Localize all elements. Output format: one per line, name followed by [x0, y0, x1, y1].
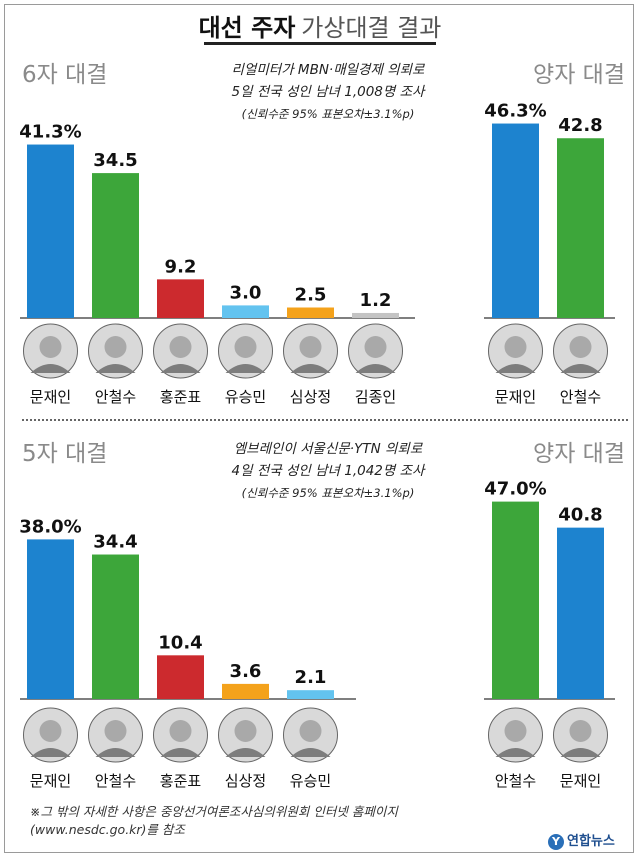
- portrait-shoulders: [290, 364, 331, 373]
- portrait-head: [104, 720, 127, 742]
- value-label: 9.2: [165, 256, 197, 277]
- portrait-head: [234, 336, 257, 358]
- chart-title: 6자 대결: [22, 62, 107, 88]
- page-title: 대선 주자 가상대결 결과: [0, 8, 640, 43]
- chart-title: 양자 대결: [533, 62, 625, 88]
- portrait-head: [569, 336, 592, 358]
- bar: [27, 539, 74, 699]
- portrait-head: [104, 336, 127, 358]
- candidate-name: 문재인: [30, 772, 71, 790]
- value-label: 46.3%: [484, 101, 546, 122]
- bar: [352, 312, 399, 318]
- bar: [92, 173, 139, 318]
- section-divider: [22, 419, 628, 421]
- candidate-name: 홍준표: [160, 772, 202, 790]
- graphic-frame: [4, 4, 634, 853]
- portrait-head: [169, 336, 192, 358]
- value-label: 47.0%: [484, 479, 546, 500]
- value-label: 2.5: [295, 285, 327, 306]
- portrait-shoulders: [560, 748, 601, 757]
- portrait-shoulders: [495, 748, 536, 757]
- portrait-head: [299, 720, 322, 742]
- value-label: 3.6: [230, 661, 262, 682]
- bar: [492, 123, 539, 318]
- candidate-name: 문재인: [495, 388, 536, 406]
- source-note-line: 리얼미터가 MBN·매일경제 의뢰로: [232, 62, 426, 78]
- portrait-head: [169, 720, 192, 742]
- bar: [287, 690, 334, 699]
- portrait-shoulders: [30, 748, 71, 757]
- bar: [222, 683, 269, 699]
- portrait-head: [299, 336, 322, 358]
- value-label: 2.1: [295, 667, 327, 688]
- title-bold: 대선 주자: [198, 14, 296, 42]
- value-label: 38.0%: [19, 516, 81, 537]
- candidate-name: 문재인: [560, 772, 601, 790]
- bar: [27, 144, 74, 318]
- portrait-shoulders: [30, 364, 71, 373]
- portrait-head: [504, 336, 527, 358]
- candidate-name: 문재인: [30, 388, 71, 406]
- portrait-shoulders: [355, 364, 396, 373]
- portrait-shoulders: [225, 748, 266, 757]
- candidate-name: 유승민: [225, 388, 266, 406]
- bar: [222, 305, 269, 318]
- value-label: 1.2: [360, 290, 392, 311]
- portrait-shoulders: [160, 364, 201, 373]
- candidate-name: 안철수: [95, 388, 136, 406]
- value-label: 42.8: [558, 115, 602, 136]
- source-note-line: 엠브레인이 서울신문·YTN 의뢰로: [234, 441, 423, 457]
- source-note-line: (신뢰수준 95% 표본오차±3.1%p): [242, 486, 415, 500]
- bar: [92, 554, 139, 699]
- footnote-line-2: (www.nesdc.go.kr)를 참조: [30, 822, 185, 837]
- candidate-name: 심상정: [225, 772, 266, 790]
- candidate-name: 안철수: [95, 772, 136, 790]
- portrait-shoulders: [495, 364, 536, 373]
- portrait-head: [234, 720, 257, 742]
- portrait-shoulders: [290, 748, 331, 757]
- portrait-shoulders: [95, 748, 136, 757]
- value-label: 10.4: [158, 632, 202, 653]
- source-note-line: (신뢰수준 95% 표본오차±3.1%p): [242, 107, 415, 121]
- candidate-name: 홍준표: [160, 388, 202, 406]
- value-label: 41.3%: [19, 122, 81, 143]
- value-label: 40.8: [558, 505, 602, 526]
- portrait-head: [39, 336, 62, 358]
- portrait-head: [504, 720, 527, 742]
- value-label: 3.0: [230, 282, 262, 303]
- portrait-shoulders: [560, 364, 601, 373]
- bar: [557, 138, 604, 318]
- candidate-name: 김종인: [355, 388, 396, 406]
- portrait-shoulders: [225, 364, 266, 373]
- chart-title: 양자 대결: [533, 441, 625, 467]
- candidate-name: 안철수: [560, 388, 601, 406]
- portrait-shoulders: [160, 748, 201, 757]
- candidate-name: 유승민: [290, 772, 331, 790]
- bar: [492, 501, 539, 699]
- logo-text: 연합뉴스: [567, 834, 615, 849]
- yonhap-logo: Y 연합뉴스: [548, 830, 615, 850]
- portrait-shoulders: [95, 364, 136, 373]
- value-label: 34.5: [93, 150, 137, 171]
- footnote-line-1: ※그 밖의 자세한 사항은 중앙선거여론조사심의위원회 인터넷 홈페이지: [30, 804, 398, 819]
- portrait-head: [39, 720, 62, 742]
- candidate-name: 안철수: [495, 772, 536, 790]
- logo-mark: Y: [548, 833, 564, 850]
- title-light: 가상대결 결과: [301, 14, 442, 42]
- source-note-line: 5일 전국 성인 남녀 1,008명 조사: [232, 84, 426, 100]
- value-label: 34.4: [93, 532, 137, 553]
- candidate-name: 심상정: [290, 388, 331, 406]
- source-note-line: 4일 전국 성인 남녀 1,042명 조사: [232, 463, 426, 479]
- bar: [557, 527, 604, 699]
- portrait-head: [569, 720, 592, 742]
- bar: [157, 655, 204, 699]
- title-underline: [204, 42, 436, 45]
- portrait-head: [364, 336, 387, 358]
- bar: [287, 307, 334, 318]
- chart-title: 5자 대결: [22, 441, 107, 467]
- bar: [157, 279, 204, 318]
